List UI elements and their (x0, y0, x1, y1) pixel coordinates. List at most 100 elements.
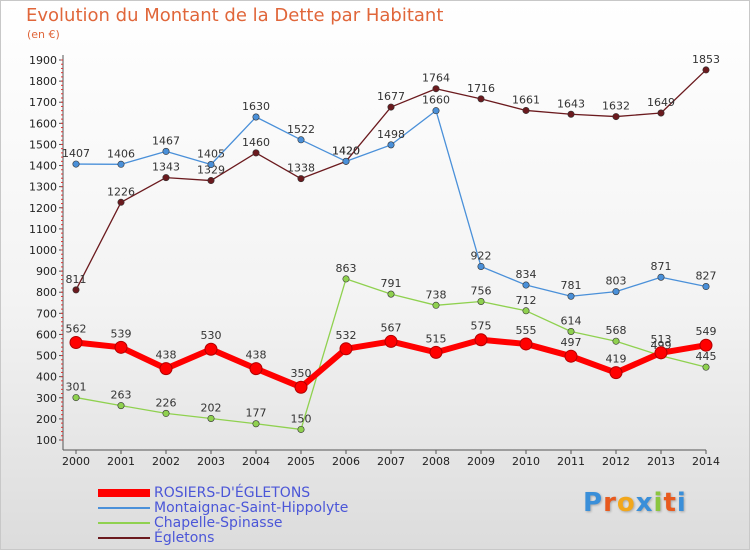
data-label: 1406 (107, 147, 135, 160)
data-label: 515 (426, 332, 447, 345)
x-tick-label: 2001 (107, 455, 135, 468)
data-label: 1420 (332, 144, 360, 157)
data-point (477, 298, 485, 306)
data-point (567, 327, 575, 335)
legend-swatch (98, 489, 150, 497)
data-point (117, 160, 125, 168)
data-point (387, 290, 395, 298)
data-point (387, 103, 395, 111)
data-label: 614 (561, 314, 582, 327)
data-label: 1522 (287, 123, 315, 136)
x-tick-label: 2002 (152, 455, 180, 468)
data-label: 1405 (197, 148, 225, 161)
y-tick-label: 1800 (29, 75, 57, 88)
data-point (477, 262, 485, 270)
logo-letter: r (603, 488, 617, 518)
y-tick-label: 700 (36, 307, 57, 320)
data-point (207, 414, 215, 422)
data-label: 1643 (557, 97, 585, 110)
data-label: 567 (381, 321, 402, 334)
data-label: 549 (696, 325, 717, 338)
data-label: 202 (201, 401, 222, 414)
data-label: 438 (246, 349, 267, 362)
x-tick-label: 2005 (287, 455, 315, 468)
y-tick-label: 1400 (29, 160, 57, 173)
y-tick-label: 1300 (29, 181, 57, 194)
data-point (384, 334, 398, 348)
data-label: 438 (156, 349, 177, 362)
logo-letter: t (663, 488, 677, 518)
data-label: 562 (66, 322, 87, 335)
data-label: 738 (426, 288, 447, 301)
data-point (297, 136, 305, 144)
data-point (702, 363, 710, 371)
data-point (294, 380, 308, 394)
data-point (204, 342, 218, 356)
data-point (657, 109, 665, 117)
x-tick-label: 2000 (62, 455, 90, 468)
data-label: 301 (66, 381, 87, 394)
data-label: 863 (336, 262, 357, 275)
data-label: 922 (471, 249, 492, 262)
x-tick-label: 2013 (647, 455, 675, 468)
data-point (162, 174, 170, 182)
data-point (117, 198, 125, 206)
x-tick-label: 2010 (512, 455, 540, 468)
data-point (567, 110, 575, 118)
data-label: 539 (111, 327, 132, 340)
data-label: 1630 (242, 100, 270, 113)
x-tick-label: 2007 (377, 455, 405, 468)
data-point (342, 275, 350, 283)
data-point (252, 420, 260, 428)
data-label: 781 (561, 279, 582, 292)
legend-swatch (98, 522, 150, 524)
data-point (432, 301, 440, 309)
legend-label: Chapelle-Spinasse (154, 515, 283, 531)
x-tick-label: 2003 (197, 455, 225, 468)
data-label: 791 (381, 277, 402, 290)
x-tick-label: 2008 (422, 455, 450, 468)
legend-swatch (98, 507, 150, 509)
data-label: 756 (471, 285, 492, 298)
data-label: 1420 (332, 144, 360, 157)
data-label: 513 (651, 333, 672, 346)
chart-subtitle: (en €) (27, 28, 60, 41)
data-label: 1498 (377, 128, 405, 141)
data-point (207, 177, 215, 185)
data-label: 871 (651, 260, 672, 273)
data-label: 712 (516, 294, 537, 307)
data-label: 419 (606, 353, 627, 366)
data-point (429, 345, 443, 359)
data-point (117, 402, 125, 410)
data-label: 263 (111, 389, 132, 402)
legend-label: ROSIERS-D'ÉGLETONS (154, 485, 311, 501)
data-label: 1467 (152, 134, 180, 147)
data-point (387, 141, 395, 149)
y-tick-label: 600 (36, 328, 57, 341)
data-label: 499 (651, 339, 672, 352)
y-tick-label: 1100 (29, 223, 57, 236)
y-tick-label: 1200 (29, 202, 57, 215)
data-point (699, 338, 713, 352)
logo-letter: i (676, 488, 687, 518)
logo-letter: P (583, 488, 604, 518)
data-point (297, 425, 305, 433)
x-tick-label: 2006 (332, 455, 360, 468)
data-label: 575 (471, 320, 492, 333)
data-point (297, 175, 305, 183)
data-label: 1660 (422, 94, 450, 107)
data-label: 803 (606, 275, 627, 288)
data-label: 1338 (287, 162, 315, 175)
data-label: 811 (66, 273, 87, 286)
data-point (702, 283, 710, 291)
data-point (477, 95, 485, 103)
data-point (339, 342, 353, 356)
data-point (72, 286, 80, 294)
data-label: 1661 (512, 93, 540, 106)
x-tick-label: 2009 (467, 455, 495, 468)
data-point (162, 409, 170, 417)
data-point (432, 107, 440, 115)
data-label: 350 (291, 367, 312, 380)
data-label: 1677 (377, 90, 405, 103)
